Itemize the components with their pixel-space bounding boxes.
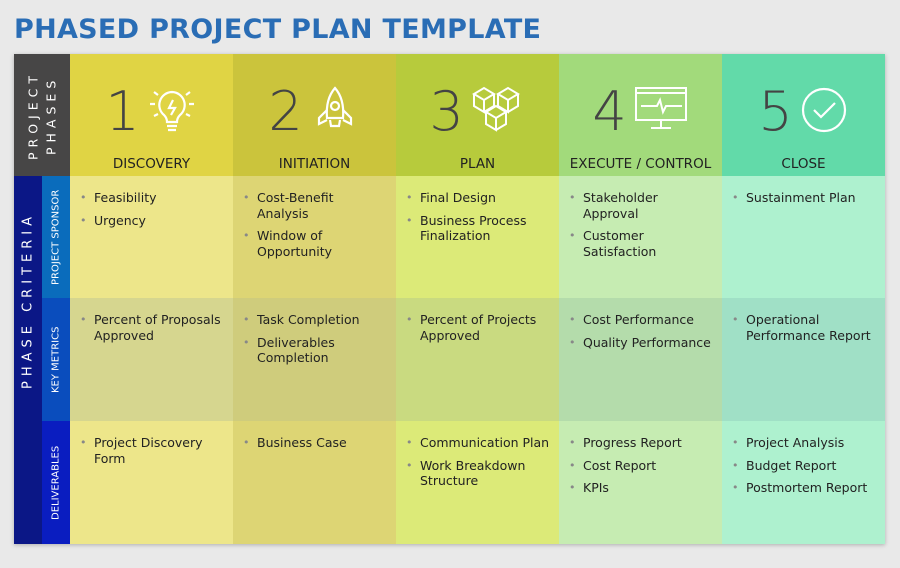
deliverables-list: Progress Report Cost Report KPIs [559, 421, 722, 496]
phase-header-1: 1 DISCOVERY [70, 54, 233, 176]
sponsor-list: Final Design Business Process Finalizatio… [396, 176, 559, 244]
project-label: PROJECT [25, 70, 41, 160]
phase-name: PLAN [459, 156, 496, 172]
list-item: Project Discovery Form [80, 435, 225, 466]
list-item: Budget Report [732, 458, 877, 474]
phase-header-2: 2 INITIATION [233, 54, 396, 176]
row-label-text: PROJECT SPONSOR [50, 189, 62, 285]
list-item: Stakeholder Approval [569, 190, 714, 221]
lightbulb-icon [146, 84, 198, 140]
metrics-list: Percent of Proposals Approved [70, 298, 233, 343]
phase-number: 1 [105, 80, 140, 143]
cell-sponsor-2: Cost-Benefit Analysis Window of Opportuni… [233, 176, 396, 298]
cell-sponsor-5: Sustainment Plan [722, 176, 885, 298]
list-item: Final Design [406, 190, 551, 206]
cell-deliverables-1: Project Discovery Form [70, 421, 233, 544]
cell-metrics-2: Task Completion Deliverables Completion [233, 298, 396, 421]
list-item: Sustainment Plan [732, 190, 877, 206]
cubes-icon [470, 82, 526, 142]
sponsor-list: Sustainment Plan [722, 176, 885, 206]
cell-deliverables-5: Project Analysis Budget Report Postmortem … [722, 421, 885, 544]
cell-deliverables-3: Communication Plan Work Breakdown Structu… [396, 421, 559, 544]
deliverables-list: Business Case [233, 421, 396, 451]
list-item: Progress Report [569, 435, 714, 451]
list-item: Deliverables Completion [243, 335, 388, 366]
cell-metrics-3: Percent of Projects Approved [396, 298, 559, 421]
cell-deliverables-2: Business Case [233, 421, 396, 544]
list-item: Percent of Proposals Approved [80, 312, 225, 343]
page-title: PHASED PROJECT PLAN TEMPLATE [14, 14, 542, 45]
list-item: Quality Performance [569, 335, 714, 351]
phase-name: CLOSE [781, 156, 826, 172]
cell-sponsor-4: Stakeholder Approval Customer Satisfactio… [559, 176, 722, 298]
check-circle-icon [799, 85, 849, 139]
metrics-list: Operational Performance Report [722, 298, 885, 343]
list-item: Feasibility [80, 190, 225, 206]
list-item: Communication Plan [406, 435, 551, 451]
list-item: Postmortem Report [732, 480, 877, 496]
cell-deliverables-4: Progress Report Cost Report KPIs [559, 421, 722, 544]
row-label-sponsor: PROJECT SPONSOR [42, 176, 70, 298]
cell-metrics-1: Percent of Proposals Approved [70, 298, 233, 421]
deliverables-list: Project Analysis Budget Report Postmortem … [722, 421, 885, 496]
cell-metrics-5: Operational Performance Report [722, 298, 885, 421]
list-item: Customer Satisfaction [569, 228, 714, 259]
phase-header-5: 5 CLOSE [722, 54, 885, 176]
phase-number: 2 [268, 80, 303, 143]
row-label-metrics: KEY METRICS [42, 298, 70, 421]
sponsor-list: Feasibility Urgency [70, 176, 233, 228]
monitor-pulse-icon [633, 84, 689, 140]
list-item: KPIs [569, 480, 714, 496]
list-item: Urgency [80, 213, 225, 229]
phase-criteria-text: PHASE CRITERIA [20, 212, 36, 390]
phase-header-3: 3 PLAN [396, 54, 559, 176]
list-item: Operational Performance Report [732, 312, 877, 343]
deliverables-list: Communication Plan Work Breakdown Structu… [396, 421, 559, 489]
metrics-list: Task Completion Deliverables Completion [233, 298, 396, 366]
phases-label: PHASES [43, 75, 59, 155]
metrics-list: Cost Performance Quality Performance [559, 298, 722, 350]
phase-name: DISCOVERY [112, 156, 191, 172]
phase-name: EXECUTE / CONTROL [569, 156, 712, 172]
list-item: Window of Opportunity [243, 228, 388, 259]
phase-name: INITIATION [278, 156, 351, 172]
list-item: Cost Report [569, 458, 714, 474]
list-item: Percent of Projects Approved [406, 312, 551, 343]
deliverables-list: Project Discovery Form [70, 421, 233, 466]
phase-number: 5 [758, 80, 793, 143]
phase-number: 4 [592, 80, 627, 143]
metrics-list: Percent of Projects Approved [396, 298, 559, 343]
cell-sponsor-3: Final Design Business Process Finalizatio… [396, 176, 559, 298]
list-item: Business Case [243, 435, 388, 451]
cell-sponsor-1: Feasibility Urgency [70, 176, 233, 298]
list-item: Project Analysis [732, 435, 877, 451]
list-item: Work Breakdown Structure [406, 458, 551, 489]
phase-header-4: 4 EXECUTE / CONTROL [559, 54, 722, 176]
sponsor-list: Stakeholder Approval Customer Satisfactio… [559, 176, 722, 259]
project-phases-label: PROJECT PHASES [14, 54, 70, 176]
list-item: Cost Performance [569, 312, 714, 328]
phase-number: 3 [429, 80, 464, 143]
row-label-text: DELIVERABLES [50, 445, 62, 520]
phase-criteria-label: PHASE CRITERIA [14, 176, 42, 544]
phase-table: PROJECT PHASES PHASE CRITERIA PROJECT SP… [14, 54, 885, 544]
row-label-text: KEY METRICS [50, 326, 62, 393]
list-item: Cost-Benefit Analysis [243, 190, 388, 221]
cell-metrics-4: Cost Performance Quality Performance [559, 298, 722, 421]
sponsor-list: Cost-Benefit Analysis Window of Opportuni… [233, 176, 396, 259]
rocket-icon [309, 84, 361, 140]
list-item: Business Process Finalization [406, 213, 551, 244]
row-label-deliverables: DELIVERABLES [42, 421, 70, 544]
list-item: Task Completion [243, 312, 388, 328]
